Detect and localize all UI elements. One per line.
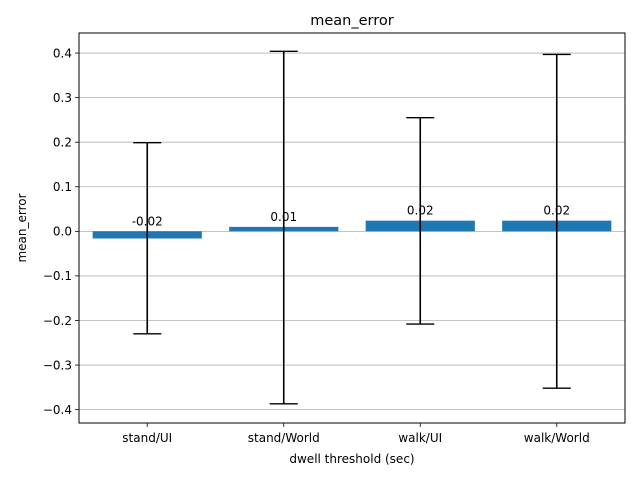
y-axis-label: mean_error: [15, 193, 29, 262]
y-axis-ticks: −0.4 −0.3 −0.2 −0.1 0.0 0.1 0.2 0.3 0.4: [43, 46, 79, 417]
bar-value-labels-layer: -0.02 0.01 0.02 0.02: [132, 204, 570, 229]
x-tick-label: walk/World: [524, 431, 590, 445]
bar-value-label: 0.01: [270, 210, 297, 224]
bars-layer: [92, 220, 612, 239]
y-tick-label: −0.1: [43, 269, 72, 283]
x-tick-label: walk/UI: [398, 431, 442, 445]
x-axis-label: dwell threshold (sec): [289, 452, 414, 466]
plot-frame: [78, 32, 626, 424]
y-tick-label: 0.0: [53, 225, 72, 239]
y-tick-label: 0.2: [53, 136, 72, 150]
bar-value-label: -0.02: [132, 214, 163, 228]
y-tick-label: 0.4: [53, 46, 72, 60]
bar-value-label: 0.02: [407, 204, 434, 218]
y-tick-label: 0.1: [53, 180, 72, 194]
y-tick-label: 0.3: [53, 91, 72, 105]
y-tick-label: −0.4: [43, 403, 72, 417]
y-tick-label: −0.2: [43, 314, 72, 328]
y-tick-label: −0.3: [43, 358, 72, 372]
x-axis-ticks: stand/UI stand/World walk/UI walk/World: [122, 423, 590, 445]
x-tick-label: stand/UI: [122, 431, 172, 445]
x-tick-label: stand/World: [248, 431, 320, 445]
error-bars-layer: [133, 50, 571, 405]
chart-title: mean_error: [310, 13, 394, 29]
bar-value-label: 0.02: [543, 204, 570, 218]
